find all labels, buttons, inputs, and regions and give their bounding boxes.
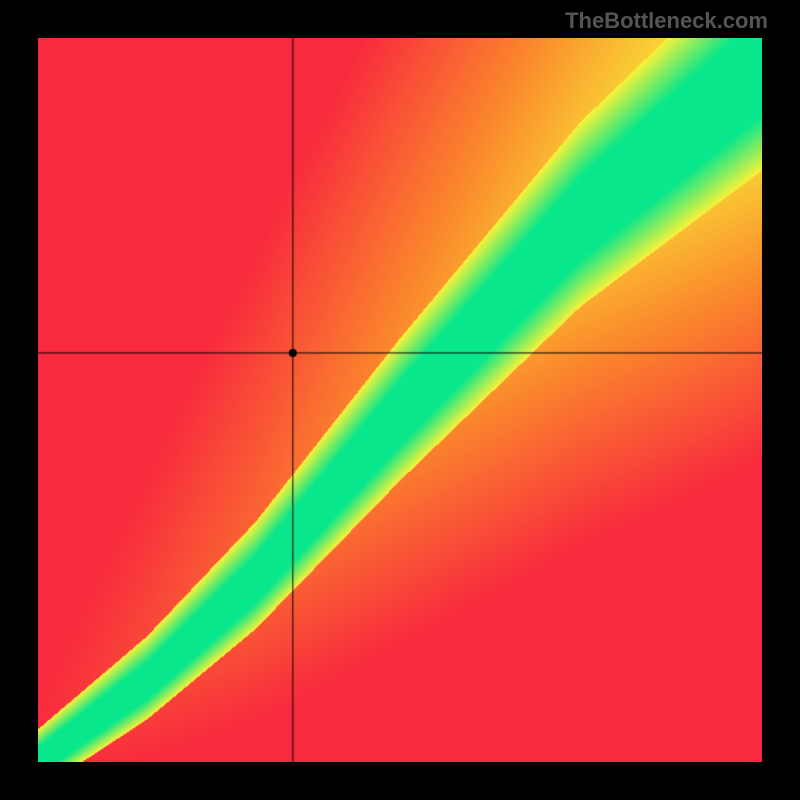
heatmap-canvas [38,38,762,762]
bottleneck-heatmap [38,38,762,762]
watermark-text: TheBottleneck.com [565,8,768,34]
